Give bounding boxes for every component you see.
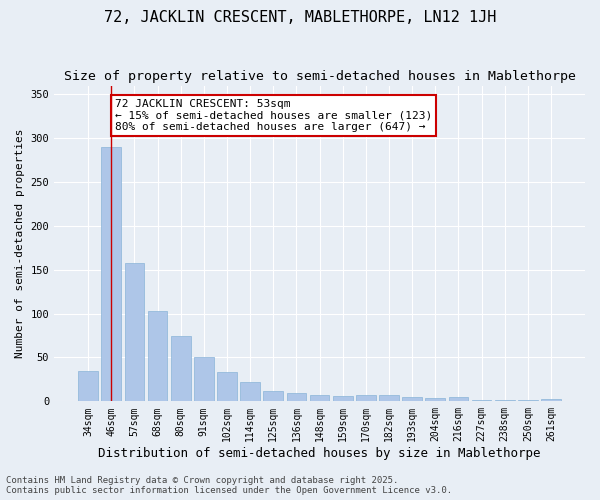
- Bar: [449, 397, 468, 402]
- Bar: [425, 398, 445, 402]
- Bar: [241, 382, 260, 402]
- Bar: [356, 395, 376, 402]
- Bar: [310, 395, 329, 402]
- Bar: [125, 262, 144, 402]
- Bar: [263, 391, 283, 402]
- Bar: [541, 398, 561, 402]
- Text: 72 JACKLIN CRESCENT: 53sqm
← 15% of semi-detached houses are smaller (123)
80% o: 72 JACKLIN CRESCENT: 53sqm ← 15% of semi…: [115, 98, 432, 132]
- Bar: [101, 147, 121, 402]
- Bar: [287, 394, 306, 402]
- Bar: [472, 400, 491, 402]
- Text: 72, JACKLIN CRESCENT, MABLETHORPE, LN12 1JH: 72, JACKLIN CRESCENT, MABLETHORPE, LN12 …: [104, 10, 496, 25]
- Y-axis label: Number of semi-detached properties: Number of semi-detached properties: [15, 128, 25, 358]
- Title: Size of property relative to semi-detached houses in Mablethorpe: Size of property relative to semi-detach…: [64, 70, 575, 83]
- Bar: [333, 396, 353, 402]
- Bar: [171, 336, 191, 402]
- Bar: [78, 370, 98, 402]
- Bar: [403, 397, 422, 402]
- Bar: [194, 358, 214, 402]
- Bar: [495, 400, 515, 402]
- Bar: [217, 372, 237, 402]
- Bar: [148, 311, 167, 402]
- X-axis label: Distribution of semi-detached houses by size in Mablethorpe: Distribution of semi-detached houses by …: [98, 447, 541, 460]
- Text: Contains HM Land Registry data © Crown copyright and database right 2025.
Contai: Contains HM Land Registry data © Crown c…: [6, 476, 452, 495]
- Bar: [518, 400, 538, 402]
- Bar: [379, 395, 399, 402]
